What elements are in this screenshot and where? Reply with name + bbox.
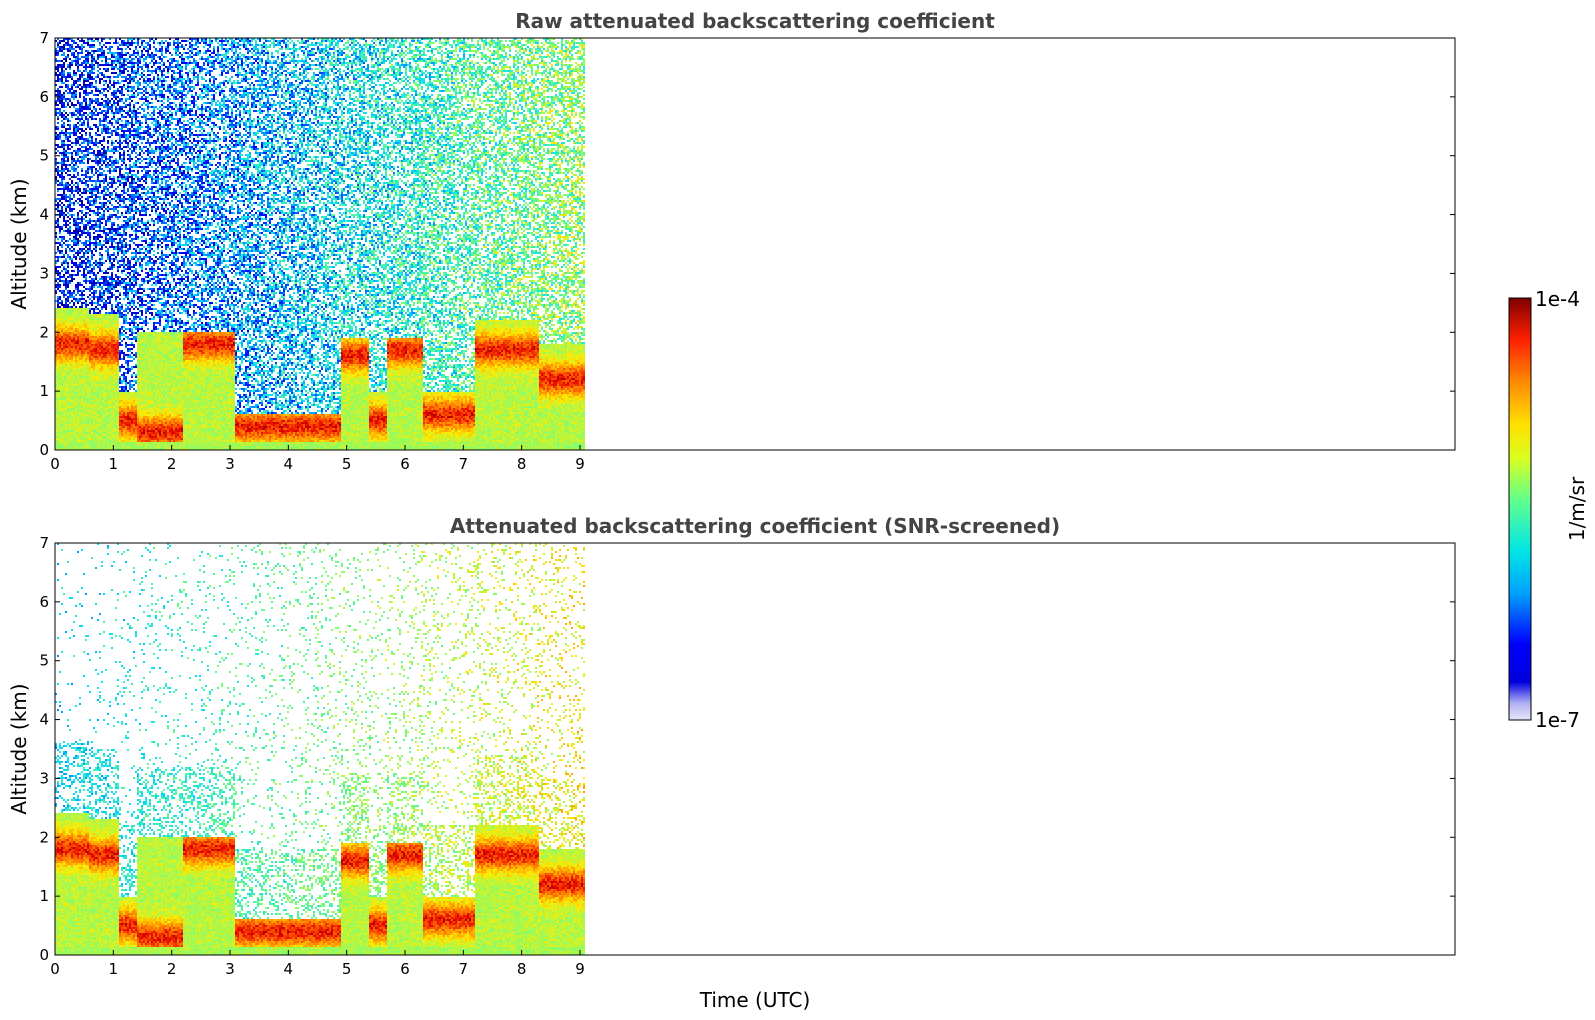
x-tick-label: 3: [225, 455, 235, 473]
colorbar-min-label: 1e-7: [1535, 708, 1580, 732]
y-tick-label: 2: [39, 828, 49, 846]
x-tick-label: 9: [575, 455, 585, 473]
x-tick-label: 6: [400, 960, 410, 978]
y-tick-label: 1: [39, 887, 49, 905]
y-tick-label: 0: [39, 441, 49, 459]
x-tick-label: 4: [284, 960, 294, 978]
x-tick-label: 8: [517, 455, 527, 473]
y-tick-label: 3: [39, 264, 49, 282]
panel2-xlabel: Time (UTC): [699, 988, 811, 1012]
panel1-ticks: 0 1 2 3 4 5 6 7 8 9 0 1 2 3 4 5 6 7: [39, 29, 1455, 473]
y-tick-label: 7: [39, 534, 49, 552]
x-tick-label: 7: [459, 960, 469, 978]
x-tick-label: 9: [575, 960, 585, 978]
colorbar: 1e-4 1e-7 1/m/sr: [1508, 287, 1589, 732]
y-tick-label: 5: [39, 652, 49, 670]
y-tick-label: 6: [39, 593, 49, 611]
x-tick-label: 0: [50, 455, 60, 473]
y-tick-label: 6: [39, 88, 49, 106]
x-tick-label: 5: [342, 960, 352, 978]
panel2-ylabel: Altitude (km): [7, 683, 31, 814]
panel2-title: Attenuated backscattering coefficient (S…: [450, 514, 1060, 538]
panel1-plot-area: [55, 38, 585, 450]
panel1-title: Raw attenuated backscattering coefficien…: [515, 9, 995, 33]
x-tick-label: 1: [109, 960, 119, 978]
panel-snr-screened-backscatter: Attenuated backscattering coefficient (S…: [7, 514, 1456, 1012]
x-tick-label: 7: [459, 455, 469, 473]
x-tick-label: 0: [50, 960, 60, 978]
panel2-plot-area: [55, 543, 585, 955]
y-tick-label: 3: [39, 769, 49, 787]
y-tick-label: 4: [39, 206, 49, 224]
panel2-frame: [54, 542, 1456, 956]
x-tick-label: 5: [342, 455, 352, 473]
colorbar-max-label: 1e-4: [1535, 287, 1580, 311]
panel-raw-backscatter: Raw attenuated backscattering coefficien…: [7, 9, 1456, 473]
y-tick-label: 5: [39, 147, 49, 165]
x-tick-label: 6: [400, 455, 410, 473]
plot1-cells: [55, 38, 585, 450]
y-tick-label: 7: [39, 29, 49, 47]
x-tick-label: 2: [167, 960, 177, 978]
y-tick-label: 2: [39, 323, 49, 341]
y-tick-label: 0: [39, 946, 49, 964]
colorbar-gradient: [1508, 297, 1532, 721]
panel1-frame: [54, 37, 1456, 451]
colorbar-label: 1/m/sr: [1565, 476, 1589, 541]
y-tick-label: 4: [39, 711, 49, 729]
x-tick-label: 3: [225, 960, 235, 978]
x-tick-label: 8: [517, 960, 527, 978]
panel1-ylabel: Altitude (km): [7, 178, 31, 309]
x-tick-label: 1: [109, 455, 119, 473]
x-tick-label: 2: [167, 455, 177, 473]
x-tick-label: 4: [284, 455, 294, 473]
plot2-cells: [55, 543, 585, 955]
y-tick-label: 1: [39, 382, 49, 400]
panel2-ticks: 0 1 2 3 4 5 6 7 8 9 0 1 2 3 4 5 6 7: [39, 534, 1455, 978]
